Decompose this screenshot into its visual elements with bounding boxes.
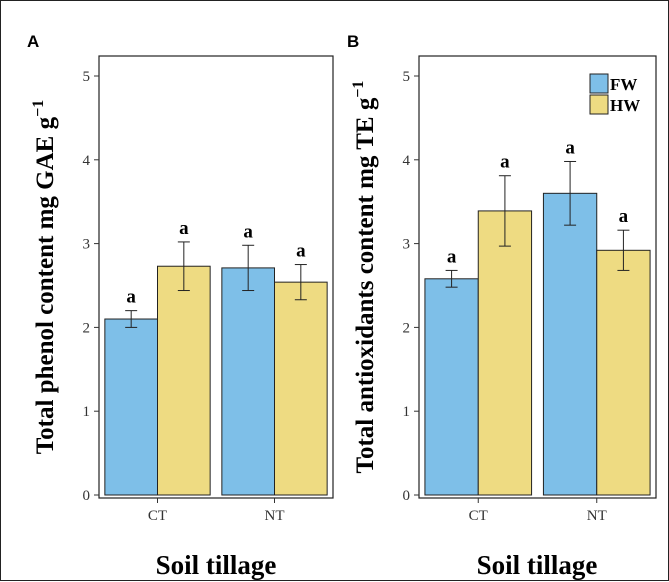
legend-label-fw: FW <box>610 75 637 94</box>
y-tick-label: 0 <box>403 488 411 504</box>
y-axis-label-main: Total antioxidants content mg TE g <box>352 97 379 473</box>
x-tick-label: NT <box>265 508 285 524</box>
y-axis-label: Total antioxidants content mg TE g−1 <box>350 81 379 474</box>
bar-fw <box>221 267 276 496</box>
legend: FW HW <box>589 73 640 115</box>
bar-hw <box>477 210 533 496</box>
significance-letter: a <box>619 206 629 227</box>
legend-swatch-hw <box>589 94 609 115</box>
plot-frame <box>418 55 657 499</box>
y-tick-label: 3 <box>403 237 411 253</box>
y-axis-label-main: Total phenol content mg GAE g <box>32 116 59 454</box>
panel-a: A 0 1 2 3 4 5 CT a a NT a a Total phenol content mg G… <box>27 32 334 580</box>
panel-letter: A <box>27 32 39 51</box>
significance-letter: a <box>500 152 510 173</box>
y-tick-label: 4 <box>83 153 91 169</box>
x-tick-label: NT <box>587 508 607 524</box>
bar-fw <box>542 192 598 496</box>
y-tick-label: 5 <box>403 69 411 85</box>
bar-hw <box>157 265 211 496</box>
bar-hw <box>596 249 651 496</box>
panel-letter: B <box>347 32 359 51</box>
y-tick-label: 1 <box>83 404 91 420</box>
significance-letter: a <box>565 137 575 158</box>
panel-b: B 0 1 2 3 4 5 CT a a NT a a Total antioxidants conten… <box>347 32 657 580</box>
y-tick-label: 2 <box>403 320 411 336</box>
bar-fw <box>104 318 158 496</box>
y-tick-label: 3 <box>83 237 91 253</box>
significance-letter: a <box>243 221 253 242</box>
y-tick-label: 1 <box>403 404 411 420</box>
significance-letter: a <box>296 241 306 262</box>
legend-swatch-fw <box>589 73 609 94</box>
y-tick-label: 5 <box>83 69 91 85</box>
y-axis-label: Total phenol content mg GAE g−1 <box>30 100 59 454</box>
y-tick-label: 4 <box>403 153 411 169</box>
bar-fw <box>424 278 479 496</box>
significance-letter: a <box>447 246 457 267</box>
y-tick-label: 0 <box>83 488 91 504</box>
significance-letter: a <box>179 218 189 239</box>
bar-hw <box>274 281 328 496</box>
legend-label-hw: HW <box>610 96 640 115</box>
y-axis-label-superscript: −1 <box>30 100 47 117</box>
plot-frame <box>98 55 334 499</box>
y-tick-label: 2 <box>83 320 91 336</box>
y-axis-label-superscript: −1 <box>350 81 367 98</box>
x-axis-label: Soil tillage <box>156 550 277 580</box>
x-tick-label: CT <box>469 508 488 524</box>
x-tick-label: CT <box>148 508 167 524</box>
x-axis-label: Soil tillage <box>477 550 598 580</box>
significance-letter: a <box>126 287 136 308</box>
